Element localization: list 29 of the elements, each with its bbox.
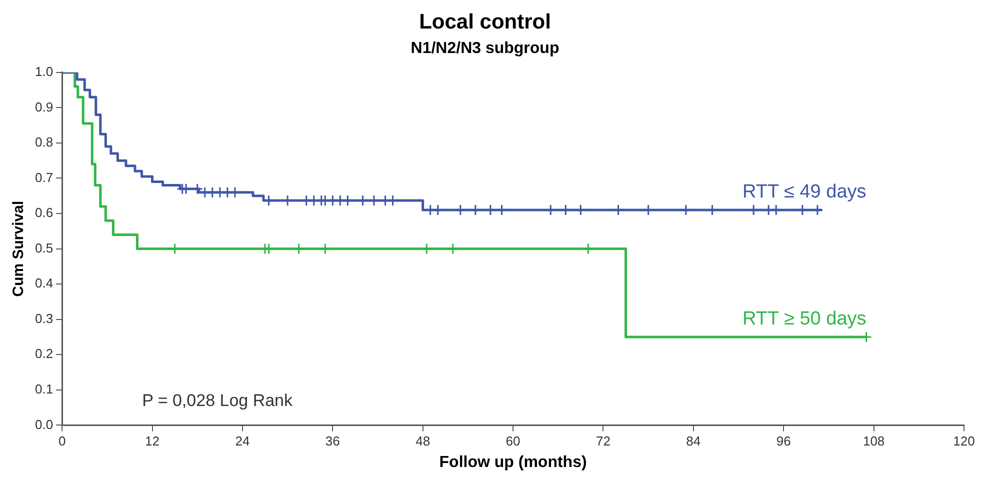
x-tick-label: 24 bbox=[235, 434, 250, 449]
y-tick-label: 0.1 bbox=[34, 382, 54, 396]
x-axis-title: Follow up (months) bbox=[439, 454, 587, 471]
x-tick-label: 36 bbox=[325, 434, 340, 449]
y-tick-label: 0.3 bbox=[34, 310, 54, 326]
y-tick-label: 0.6 bbox=[34, 205, 54, 220]
y-axis-title: Cum Survival bbox=[10, 200, 28, 297]
y-tick-label: 0.8 bbox=[34, 134, 54, 150]
x-tick-label: 0 bbox=[58, 434, 66, 449]
x-tick-label: 48 bbox=[416, 434, 430, 449]
chart-title: Local control bbox=[419, 10, 551, 34]
y-tick-label: 0.4 bbox=[34, 276, 54, 291]
x-tick-label: 72 bbox=[596, 434, 610, 449]
y-tick-label: 0.9 bbox=[34, 99, 54, 114]
series-label: RTT ≥ 50 days bbox=[742, 308, 866, 330]
x-tick-label: 108 bbox=[862, 434, 885, 449]
x-tick-label: 12 bbox=[145, 434, 160, 449]
series-label: RTT ≤ 49 days bbox=[742, 182, 866, 203]
annotation: P = 0,028 Log Rank bbox=[142, 390, 294, 410]
y-tick-label: 1.0 bbox=[34, 64, 54, 79]
y-tick-label: 0.5 bbox=[34, 240, 54, 256]
y-tick-label: 0.7 bbox=[34, 170, 54, 185]
x-tick-label: 60 bbox=[506, 434, 520, 449]
chart-subtitle: N1/N2/N3 subgroup bbox=[410, 40, 560, 58]
y-tick-label: 0.2 bbox=[34, 346, 54, 362]
x-tick-label: 96 bbox=[776, 434, 791, 449]
x-tick-label: 84 bbox=[686, 434, 701, 449]
y-tick-label: 0.0 bbox=[34, 416, 54, 432]
x-tick-label: 120 bbox=[953, 434, 975, 449]
